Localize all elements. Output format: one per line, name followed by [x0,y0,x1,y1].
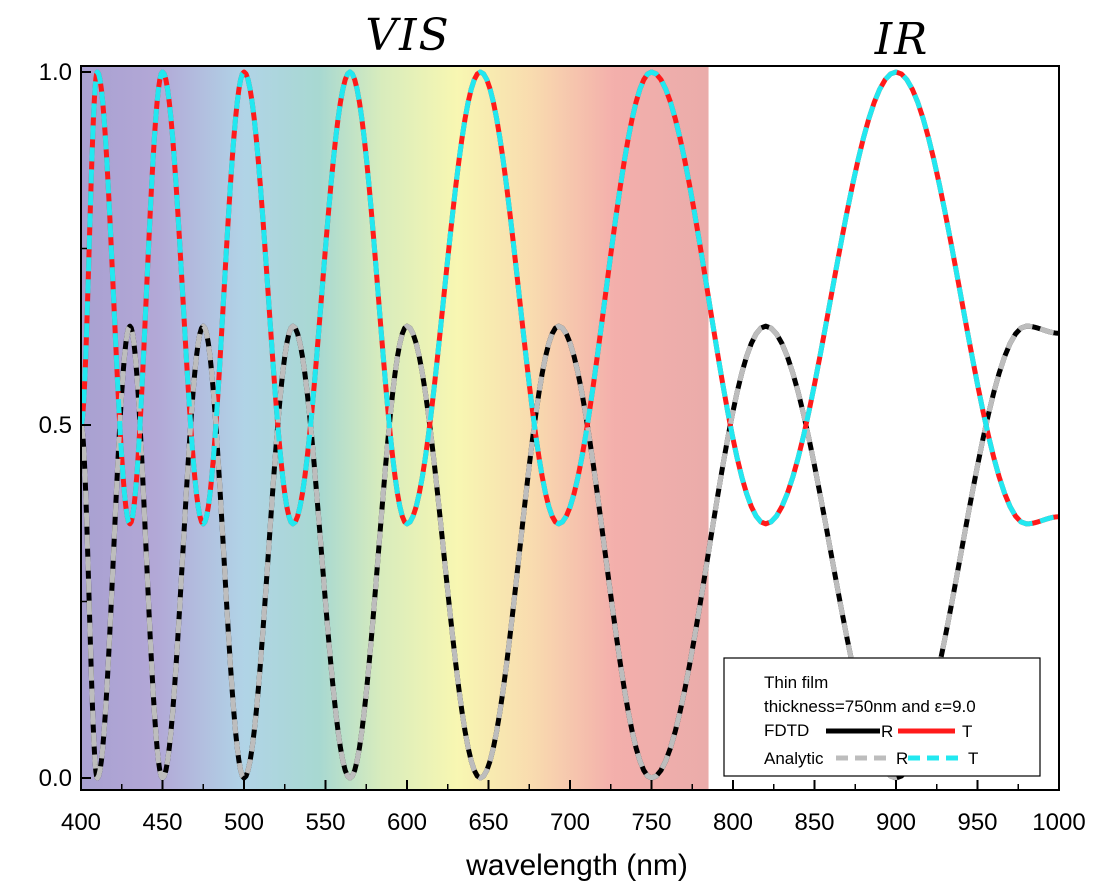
visible-spectrum-rect [81,66,709,790]
x-tick-label: 900 [876,809,916,836]
x-tick-label: 650 [468,809,508,836]
x-axis-title: wavelength (nm) [465,849,688,882]
x-tick-label: 800 [713,809,753,836]
x-tick-label: 400 [61,809,101,836]
visible-spectrum-band [81,66,709,790]
legend-fdtd-label: FDTD [764,721,809,740]
legend-analytic-r-label: R [896,749,908,768]
axis-ticks: 400 450 500 550 600 650 700 750 800 850 900 950 1000… [39,59,1086,836]
series-analytic-r [81,323,1059,781]
region-label-vis: VIS [365,10,450,61]
legend-analytic-label: Analytic [764,749,824,768]
series-analytic-t [81,69,1059,527]
y-tick-label: 0.5 [39,412,72,439]
legend-analytic-t-label: T [968,749,978,768]
x-tick-label: 450 [142,809,182,836]
y-tick-label: 0.0 [39,765,72,792]
x-tick-label: 750 [631,809,671,836]
region-label-ir: IR [874,14,930,65]
legend-fdtd-r-label: R [881,722,893,741]
x-tick-label: 550 [305,809,345,836]
x-tick-label: 500 [224,809,264,836]
legend-title-line-1: Thin film [764,673,828,692]
y-tick-label: 1.0 [39,59,72,86]
legend-title-line-2: thickness=750nm and ε=9.0 [764,697,976,716]
series-layer [81,69,1059,781]
legend: Thin film thickness=750nm and ε=9.0 FDTD… [723,657,1041,777]
x-tick-label: 950 [957,809,997,836]
x-tick-label: 1000 [1032,809,1085,836]
x-tick-label: 850 [794,809,834,836]
x-tick-label: 600 [387,809,427,836]
x-tick-label: 700 [550,809,590,836]
legend-fdtd-t-label: T [962,722,972,741]
